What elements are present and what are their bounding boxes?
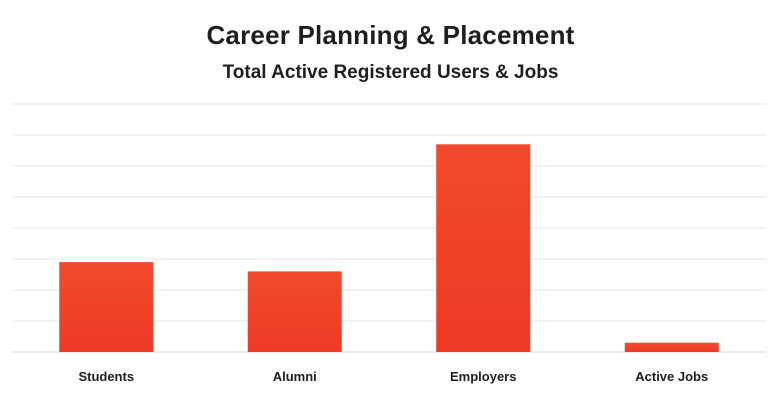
category-label: Employers [450,369,516,384]
chart-title: Career Planning & Placement [206,20,575,50]
category-label: Alumni [273,369,317,384]
bars [59,144,719,352]
chart-subtitle: Total Active Registered Users & Jobs [222,62,559,83]
bar-employers [436,144,531,352]
category-label: Active Jobs [635,369,708,384]
category-labels: Students Alumni Employers Active Jobs [78,369,708,384]
bar-students [59,262,154,352]
bar-active-jobs [624,342,719,352]
category-label: Students [78,369,134,384]
bar-alumni [247,271,342,352]
